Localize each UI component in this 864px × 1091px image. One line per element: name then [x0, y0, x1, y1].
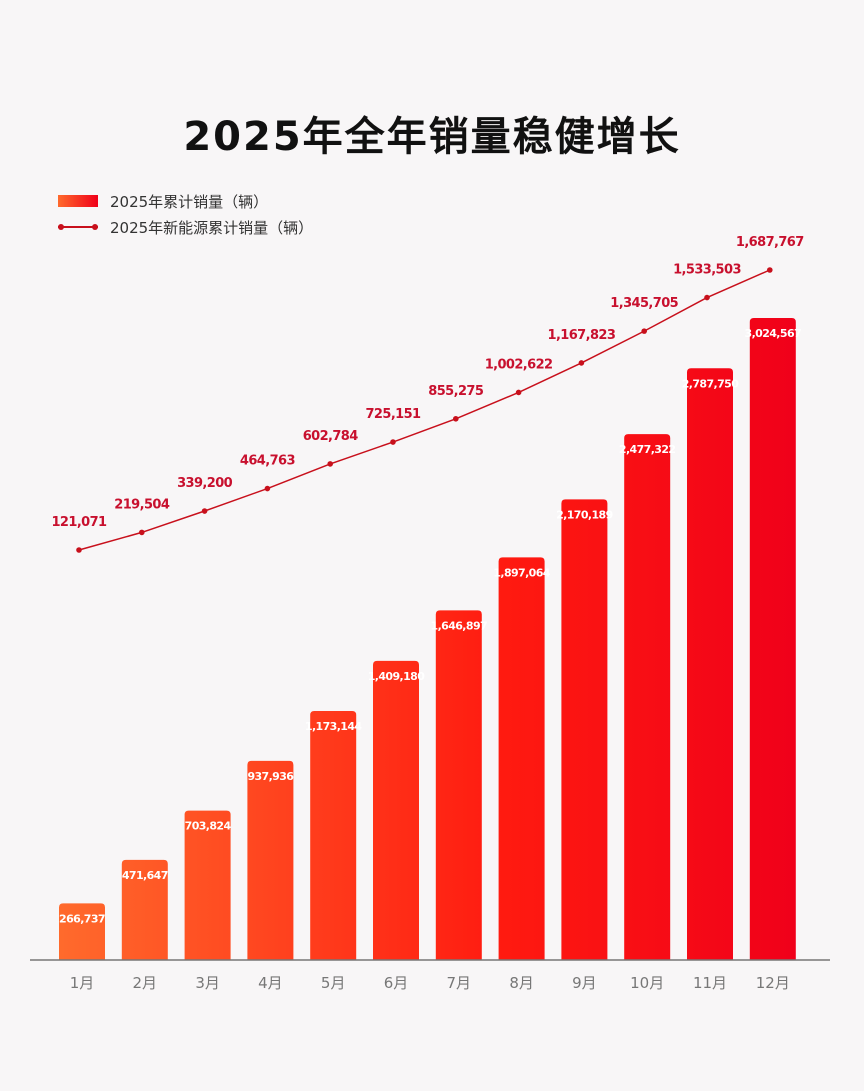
line-value-label: 1,345,705	[610, 296, 678, 311]
bar-value-label: 1,897,064	[493, 566, 550, 579]
bar-value-label: 471,647	[122, 869, 168, 882]
x-tick-label: 3月	[195, 974, 220, 992]
bar-value-label: 2,477,322	[619, 443, 676, 456]
bar	[247, 760, 294, 960]
x-tick-label: 12月	[756, 974, 790, 992]
x-tick-label: 10月	[630, 974, 664, 992]
bar	[59, 903, 105, 960]
bar	[373, 660, 419, 960]
bar-value-label: 1,646,897	[431, 619, 488, 632]
bar	[310, 710, 357, 960]
line-point	[327, 461, 334, 467]
bar	[184, 810, 231, 960]
line-series	[78, 269, 771, 551]
line-value-label: 602,784	[303, 429, 359, 444]
line-point	[767, 267, 773, 273]
line-point	[390, 439, 396, 445]
legend-item-bar: 2025年累计销量（辆）	[58, 188, 313, 214]
x-tick-label: 7月	[447, 974, 472, 992]
line-point	[641, 328, 647, 334]
line-point	[139, 529, 145, 536]
bar	[435, 610, 482, 960]
x-tick-label: 8月	[509, 974, 534, 992]
bar	[121, 859, 168, 960]
line-value-label: 1,167,823	[548, 328, 616, 343]
bar-value-label: 703,824	[185, 820, 232, 833]
line-point	[201, 508, 208, 514]
bar-value-label: 2,170,189	[556, 508, 613, 521]
line-value-label: 121,071	[51, 515, 107, 530]
legend: 2025年累计销量（辆） 2025年新能源累计销量（辆）	[58, 188, 313, 240]
bar-value-label: 266,737	[59, 912, 105, 925]
line-point	[76, 547, 82, 553]
bar	[498, 557, 545, 960]
line-value-label: 1,533,503	[673, 263, 741, 278]
line-value-label: 1,002,622	[485, 357, 553, 372]
line-point	[453, 415, 459, 422]
line-value-label: 219,504	[114, 497, 170, 512]
bar	[561, 499, 608, 960]
line-value-label: 725,151	[365, 407, 421, 422]
x-tick-label: 1月	[70, 974, 95, 992]
legend-label: 2025年新能源累计销量（辆）	[110, 218, 314, 237]
line-value-label: 464,763	[240, 454, 296, 469]
bar-value-label: 2,787,750	[682, 377, 739, 390]
x-tick-label: 6月	[384, 974, 409, 992]
line-value-label: 1,687,767	[736, 235, 804, 250]
legend-line-swatch	[58, 221, 98, 233]
bar-value-label: 937,936	[247, 770, 294, 783]
legend-item-line: 2025年新能源累计销量（辆）	[58, 214, 313, 240]
bar	[749, 318, 796, 960]
bar	[624, 434, 671, 961]
x-tick-label: 5月	[321, 974, 346, 992]
bar-value-label: 3,024,567	[745, 327, 802, 340]
line-point	[264, 485, 271, 492]
x-tick-label: 2月	[133, 974, 158, 992]
legend-bar-swatch	[58, 195, 98, 207]
line-point	[515, 389, 522, 396]
line-value-label: 339,200	[177, 476, 233, 491]
x-tick-label: 4月	[258, 974, 283, 992]
bar-value-label: 1,173,144	[305, 720, 362, 733]
legend-label: 2025年累计销量（辆）	[110, 192, 269, 211]
x-tick-label: 11月	[693, 974, 727, 992]
bar-value-label: 1,409,180	[368, 670, 425, 683]
line-value-label: 855,275	[428, 384, 484, 399]
line-point	[578, 360, 585, 366]
line-point	[704, 294, 710, 301]
bar	[687, 368, 733, 960]
x-tick-label: 9月	[572, 974, 597, 992]
chart-title: 2025年全年销量稳健增长	[183, 114, 681, 160]
